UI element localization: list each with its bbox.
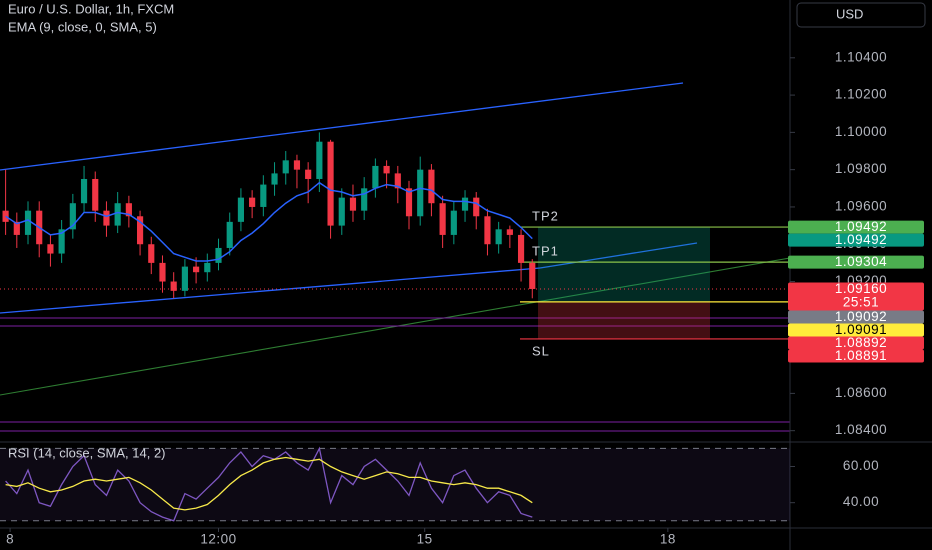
candle-body xyxy=(92,178,99,211)
rsi-band xyxy=(0,448,790,521)
price-badge-label: 1.09091 xyxy=(835,322,887,337)
price-badge-label: 1.09304 xyxy=(835,254,887,269)
candle-body xyxy=(58,229,65,254)
y-tick-label: 1.08600 xyxy=(835,385,887,400)
candle-body xyxy=(237,197,245,222)
x-tick-label: 8 xyxy=(6,532,14,547)
price-badge xyxy=(788,336,924,350)
symbol-title: Euro / U.S. Dollar, 1h, FXCM xyxy=(8,1,174,16)
y-tick-label: 1.09800 xyxy=(835,161,887,176)
candle-body xyxy=(394,173,401,189)
candle-body xyxy=(148,244,155,263)
price-badge-label: 1.09492 xyxy=(835,232,887,247)
candle-body xyxy=(125,203,132,217)
ema-line xyxy=(5,181,533,262)
rsi-line xyxy=(5,456,533,511)
candle-body xyxy=(114,203,121,226)
candle-body xyxy=(417,169,424,217)
price-pane: TP2 TP1 SL xyxy=(0,132,790,358)
candle-body xyxy=(372,165,379,189)
price-badge xyxy=(788,220,924,234)
candle-body xyxy=(24,210,32,235)
y-tick-label: 1.10000 xyxy=(835,124,887,139)
channel-lower xyxy=(0,267,541,314)
candle-body xyxy=(69,203,76,230)
candle-body xyxy=(271,173,278,185)
price-badge-label: 1.09092 xyxy=(835,309,887,324)
price-badge xyxy=(788,323,924,337)
currency-button[interactable] xyxy=(796,2,926,28)
candle-body xyxy=(439,203,446,235)
candle-body xyxy=(282,160,289,174)
y-tick-label: 60.00 xyxy=(843,458,879,473)
candle-body xyxy=(506,229,513,235)
candle-body xyxy=(170,281,177,291)
level-label: SL xyxy=(532,343,550,358)
candle-body xyxy=(103,210,110,226)
candle-body xyxy=(405,188,413,217)
price-badge xyxy=(788,310,924,324)
price-badge-label: 1.09492 xyxy=(835,219,887,234)
candle-body xyxy=(473,197,480,217)
price-badge xyxy=(788,349,924,363)
candle-body xyxy=(13,221,20,235)
currency-button-label[interactable]: USD xyxy=(836,6,863,21)
y-tick-label: 1.10200 xyxy=(835,87,887,102)
countdown: 25:51 xyxy=(843,295,879,310)
price-badge xyxy=(788,233,924,247)
candle-body xyxy=(80,178,88,204)
candle-body xyxy=(461,197,469,211)
candle-body xyxy=(136,216,144,245)
loss-zone xyxy=(538,301,710,339)
indicator-title: EMA (9, close, 0, SMA, 5) xyxy=(8,19,157,34)
candle-body xyxy=(215,247,222,263)
price-axis: 1.10400 1.10200 1.10000 1.09800 1.09600 1.094… xyxy=(788,49,924,509)
candle-body xyxy=(529,262,536,289)
price-badge-label: 1.09160 xyxy=(835,281,887,296)
y-tick-label: 40.00 xyxy=(843,494,879,509)
y-tick-label: 1.10400 xyxy=(835,49,887,64)
candle-body xyxy=(2,210,9,222)
x-tick-label: 15 xyxy=(417,532,433,547)
candle-body xyxy=(260,184,267,207)
candle-body xyxy=(428,169,435,204)
price-badge-label: 1.08891 xyxy=(835,348,887,363)
candle-body xyxy=(349,197,357,211)
candle-body xyxy=(316,141,323,179)
candle-body xyxy=(517,234,525,263)
y-tick-label: 1.09600 xyxy=(835,199,887,214)
candle-body xyxy=(249,197,256,207)
candle-body xyxy=(47,244,54,254)
profit-zone xyxy=(538,227,710,302)
candle-body xyxy=(226,221,233,248)
candle-body xyxy=(193,266,200,273)
candle-body xyxy=(495,229,502,245)
candle-body xyxy=(327,141,334,226)
candle-body xyxy=(484,216,491,245)
channel-mid xyxy=(539,242,698,269)
candle-body xyxy=(293,160,301,170)
candle-body xyxy=(338,197,345,226)
channel-upper xyxy=(0,82,684,171)
price-badge xyxy=(788,255,924,269)
candle-body xyxy=(305,169,312,179)
candle-body xyxy=(159,262,166,282)
y-tick-label: 1.08400 xyxy=(835,422,887,437)
candle-body xyxy=(181,266,188,291)
x-tick-label: 18 xyxy=(660,532,676,547)
price-badge xyxy=(788,282,924,311)
candle-body xyxy=(361,188,368,211)
level-label: TP2 xyxy=(532,209,559,224)
x-tick-label: 12:00 xyxy=(200,532,236,547)
rsi-title: RSI (14, close, SMA, 14, 2) xyxy=(8,445,166,460)
rsi-pane: RSI (14, close, SMA, 14, 2) xyxy=(0,445,790,522)
candle-body xyxy=(383,165,390,174)
level-label: TP1 xyxy=(532,244,559,259)
candle-body xyxy=(204,262,211,273)
candle-body xyxy=(450,210,457,235)
price-badge-label: 1.08892 xyxy=(835,335,887,350)
